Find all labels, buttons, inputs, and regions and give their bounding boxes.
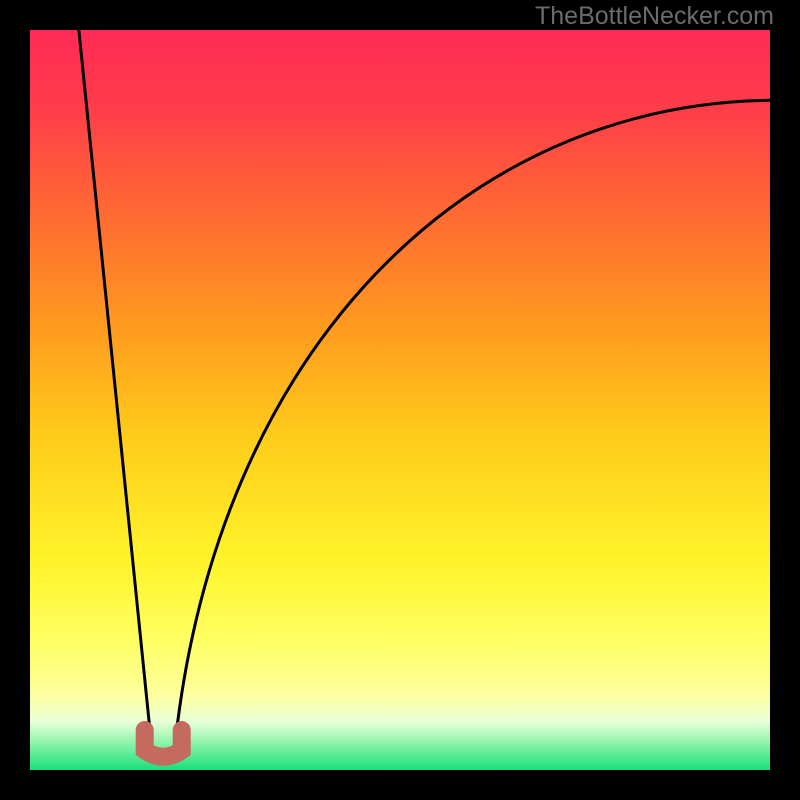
- curve-right-branch: [174, 100, 770, 751]
- curve-left-branch: [79, 30, 152, 752]
- plot-area: [30, 30, 770, 770]
- chart-frame: TheBottleNecker.com: [0, 0, 800, 800]
- watermark-text: TheBottleNecker.com: [535, 2, 774, 31]
- dip-marker: [145, 730, 182, 757]
- curve-layer: [30, 30, 770, 770]
